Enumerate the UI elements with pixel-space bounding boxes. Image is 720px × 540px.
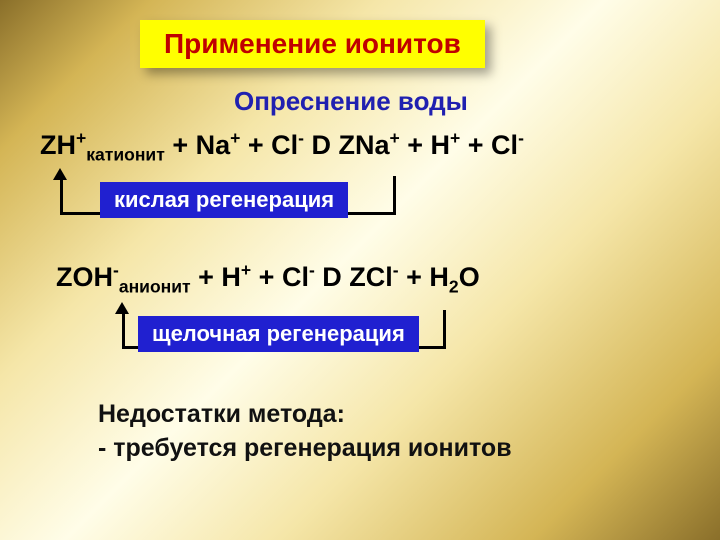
eq1-part: ZH <box>40 130 76 160</box>
eq1-sup: + <box>390 128 400 148</box>
acid-regeneration-label: кислая регенерация <box>100 182 348 218</box>
eq2-sub: анионит <box>119 276 191 296</box>
eq1-part: + Cl <box>240 130 298 160</box>
eq2-part: O <box>459 262 480 292</box>
equation-anion: ZOH-анионит + H+ + Cl- D ZCl- + H2O <box>56 262 480 293</box>
eq2-sup: + <box>241 260 251 280</box>
drawbacks-block: Недостатки метода: - требуется регенерац… <box>98 398 512 466</box>
arrowhead-icon <box>53 168 67 180</box>
eq2-part: + H <box>399 262 449 292</box>
slide-subtitle: Опреснение воды <box>234 86 468 117</box>
eq2-sub: 2 <box>449 276 459 296</box>
eq2-part: D ZCl <box>315 262 393 292</box>
eq1-part: + Cl <box>460 130 518 160</box>
eq2-part: + Cl <box>259 262 309 292</box>
eq2-part <box>251 262 259 292</box>
eq1-sup: + <box>230 128 240 148</box>
slide-title: Применение ионитов <box>140 20 485 68</box>
drawbacks-heading: Недостатки метода: <box>98 398 512 432</box>
arrowhead-icon <box>115 302 129 314</box>
eq1-part: + Na <box>165 130 230 160</box>
eq1-sub: катионит <box>86 144 165 164</box>
alkaline-regeneration-label: щелочная регенерация <box>138 316 419 352</box>
eq1-sup: + <box>76 128 86 148</box>
eq1-sup: - <box>518 128 524 148</box>
eq1-sup: + <box>450 128 460 148</box>
eq1-part: D ZNa <box>304 130 390 160</box>
equation-cation: ZH+катионит + Na+ + Cl- D ZNa+ + H+ + Cl… <box>40 130 524 161</box>
eq2-part: ZOH <box>56 262 113 292</box>
eq1-part: + H <box>400 130 450 160</box>
drawbacks-line: - требуется регенерация ионитов <box>98 432 512 466</box>
eq2-part: + H <box>191 262 241 292</box>
